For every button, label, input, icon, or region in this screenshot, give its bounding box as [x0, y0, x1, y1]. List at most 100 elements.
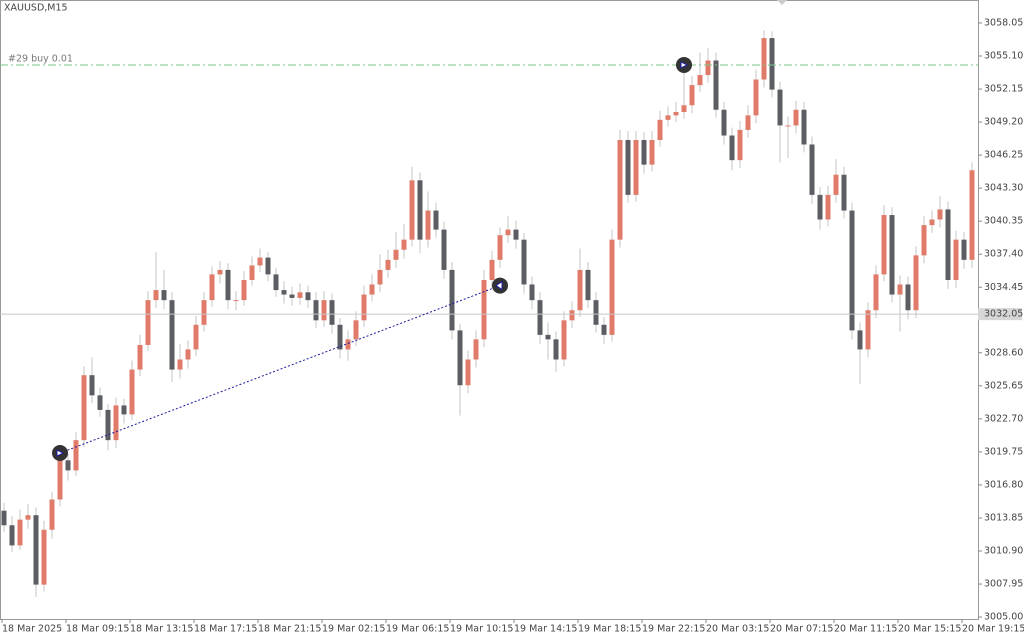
candle-body	[409, 180, 415, 240]
candle-body	[265, 257, 271, 275]
candle-body	[185, 349, 191, 360]
candle-body	[777, 89, 783, 126]
y-tick-label: 3010.90	[984, 546, 1023, 557]
candle-body	[537, 300, 543, 335]
candle-body	[873, 274, 879, 311]
current-price-box	[978, 308, 1022, 321]
candle-body	[385, 259, 391, 270]
candle-body	[25, 515, 31, 520]
y-tick-label: 3028.60	[984, 347, 1023, 358]
candle-body	[481, 279, 487, 340]
candle-body	[73, 440, 79, 471]
candle-body	[353, 320, 359, 340]
x-tick-label: 20 Mar 15:15	[898, 624, 961, 635]
candle-body	[161, 290, 167, 301]
candle-body	[57, 460, 63, 500]
candle-body	[529, 284, 535, 301]
position-label: #29 buy 0.01	[8, 53, 73, 64]
candle-body	[617, 139, 623, 240]
candle-body	[545, 334, 551, 340]
y-tick-label: 3013.85	[984, 512, 1023, 523]
candle-body	[433, 210, 439, 230]
y-tick-label: 3007.95	[984, 579, 1023, 590]
candle-body	[465, 359, 471, 386]
candle-body	[753, 79, 759, 116]
candle-body	[441, 229, 447, 270]
x-tick-label: 19 Mar 10:15	[450, 624, 513, 635]
x-tick-label: 19 Mar 22:15	[642, 624, 705, 635]
y-tick-label: 3052.15	[984, 84, 1023, 95]
candle-body	[881, 215, 887, 275]
candle-body	[897, 284, 903, 295]
y-tick-label: 3022.70	[984, 413, 1023, 424]
x-tick-label: 18 Mar 13:15	[130, 624, 193, 635]
candle-body	[929, 219, 935, 226]
x-tick-label: 19 Mar 02:15	[322, 624, 385, 635]
candle-body	[9, 525, 15, 546]
candle-body	[257, 257, 263, 266]
candle-body	[401, 239, 407, 250]
candle-body	[137, 344, 143, 370]
candle-body	[177, 359, 183, 370]
candle-body	[337, 324, 343, 350]
x-tick-label: 18 Mar 09:15	[66, 624, 129, 635]
candle-body	[721, 109, 727, 136]
x-tick-label: 19 Mar 14:15	[514, 624, 577, 635]
candle-body	[961, 239, 967, 260]
y-tick-label: 3019.75	[984, 446, 1023, 457]
candle-body	[457, 330, 463, 386]
candle-body	[305, 292, 311, 301]
candle-body	[593, 300, 599, 325]
y-tick-label: 3025.65	[984, 380, 1023, 391]
candle-body	[913, 255, 919, 311]
candle-body	[761, 38, 767, 80]
candle-body	[745, 115, 751, 130]
candle-body	[97, 395, 103, 410]
candle-body	[737, 129, 743, 161]
candle-body	[273, 274, 279, 291]
chart-title: XAUUSD,M15	[4, 3, 68, 14]
y-tick-label: 3049.20	[984, 117, 1023, 128]
candle-body	[921, 225, 927, 256]
candle-body	[241, 279, 247, 301]
candle-body	[393, 249, 399, 260]
x-tick-label: 20 Mar 03:15	[706, 624, 769, 635]
candle-body	[857, 330, 863, 350]
candle-body	[513, 229, 519, 240]
candle-body	[793, 109, 799, 126]
x-tick-label: 20 Mar 19:15	[962, 624, 1024, 635]
y-tick-label: 3040.35	[984, 216, 1023, 227]
y-tick-label: 3055.10	[984, 50, 1023, 61]
candle-body	[1, 510, 7, 526]
y-tick-label: 3016.80	[984, 479, 1023, 490]
candle-body	[633, 139, 639, 195]
candle-body	[145, 300, 151, 345]
x-tick-label: 18 Mar 2025	[2, 624, 62, 635]
candle-body	[417, 180, 423, 240]
candle-body	[81, 375, 87, 441]
candle-body	[497, 235, 503, 260]
candle-body	[153, 290, 159, 301]
candle-body	[225, 269, 231, 301]
y-tick-label: 3037.40	[984, 249, 1023, 260]
candle-body	[33, 515, 39, 585]
y-tick-label: 3046.25	[984, 150, 1023, 161]
candle-body	[809, 144, 815, 195]
candle-body	[489, 259, 495, 280]
candle-body	[785, 125, 791, 127]
candle-body	[297, 292, 303, 298]
candle-body	[729, 135, 735, 161]
candle-body	[945, 209, 951, 280]
current-price-label: 3032.05	[984, 309, 1023, 320]
y-tick-label: 3043.30	[984, 183, 1023, 194]
position-marker-arrow	[680, 61, 689, 69]
candle-body	[649, 139, 655, 165]
candle-body	[905, 284, 911, 311]
candle-body	[689, 85, 695, 106]
candle-body	[953, 239, 959, 280]
candle-body	[849, 210, 855, 331]
candle-body	[681, 105, 687, 112]
candle-body	[89, 375, 95, 396]
